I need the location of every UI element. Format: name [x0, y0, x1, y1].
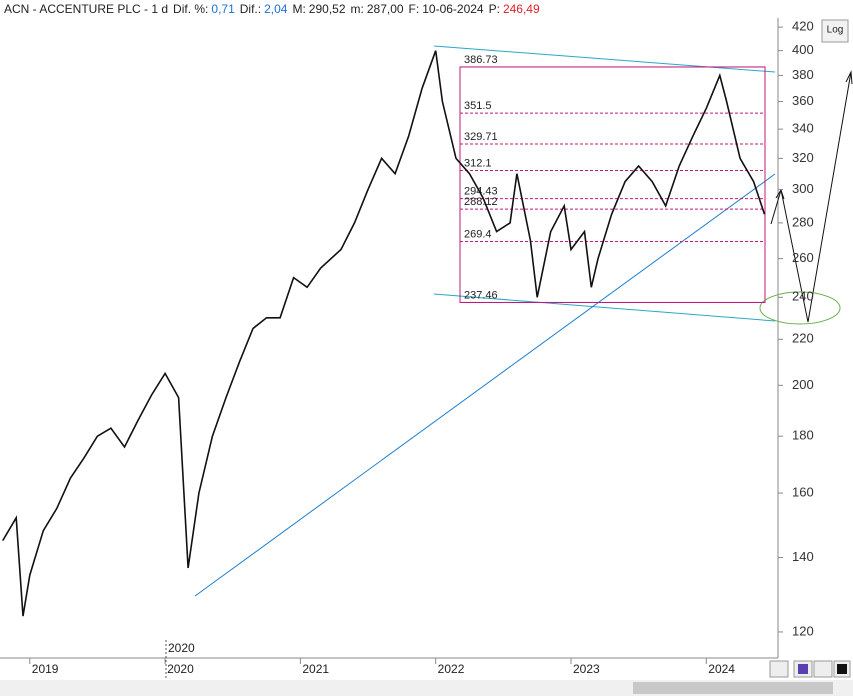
- highlight-ellipse: [759, 291, 841, 325]
- x-tick-label: 2019: [32, 662, 59, 676]
- stat-label: m:: [351, 2, 364, 16]
- save-icon: [798, 664, 808, 674]
- y-tick-label: 300: [792, 181, 814, 196]
- fib-label: 329.71: [464, 131, 498, 143]
- stat-label: M:: [292, 2, 305, 16]
- y-tick-label: 320: [792, 150, 814, 165]
- stat-label: Dif. %:: [173, 2, 208, 16]
- chart-title: ACN - ACCENTURE PLC - 1 d: [4, 2, 168, 16]
- projection-arrow: [770, 71, 852, 323]
- trend-line: [433, 293, 776, 322]
- y-tick-label: 400: [792, 42, 814, 57]
- fib-label: 312.1: [464, 157, 492, 169]
- x-tick-label: 2022: [438, 662, 465, 676]
- fib-label: 237.46: [464, 289, 498, 301]
- toolbar-button[interactable]: [813, 660, 833, 678]
- y-tick-label: 340: [792, 121, 814, 136]
- fib-label: 269.4: [464, 228, 492, 240]
- y-tick-label: 220: [792, 331, 814, 346]
- stat-label: Dif.:: [240, 2, 261, 16]
- stat-value: 246,49: [503, 2, 540, 16]
- y-tick-label: 160: [792, 485, 814, 500]
- log-button-label[interactable]: Log: [827, 25, 844, 36]
- y-tick-label: 380: [792, 67, 814, 82]
- fib-label: 386.73: [464, 54, 498, 66]
- period-marker: 2020: [168, 641, 195, 655]
- x-tick-label: 2023: [573, 662, 600, 676]
- scroll-thumb[interactable]: [633, 682, 833, 694]
- fib-label: 351.5: [464, 100, 492, 112]
- stat-value: 2,04: [264, 2, 288, 16]
- stat-label: P:: [489, 2, 500, 16]
- y-tick-label: 260: [792, 250, 814, 265]
- y-tick-label: 280: [792, 214, 814, 229]
- stat-value: 0,71: [211, 2, 235, 16]
- x-tick-label: 2021: [302, 662, 329, 676]
- y-tick-label: 360: [792, 93, 814, 108]
- y-tick-label: 240: [792, 289, 814, 304]
- y-tick-label: 200: [792, 377, 814, 392]
- header: ACN - ACCENTURE PLC - 1 d Dif. %: 0,71 Dif.…: [4, 2, 540, 16]
- trend-line: [433, 45, 776, 73]
- stat-value: 287,00: [367, 2, 404, 16]
- y-tick-label: 420: [792, 19, 814, 34]
- fib-label: 294.43: [464, 186, 498, 198]
- y-tick-label: 120: [792, 623, 814, 638]
- log-button[interactable]: [821, 19, 849, 43]
- stat-value: 10-06-2024: [422, 2, 484, 16]
- y-tick-label: 180: [792, 428, 814, 443]
- stat-value: 290,52: [309, 2, 346, 16]
- trend-line: [194, 173, 776, 597]
- stat-label: F:: [409, 2, 420, 16]
- toolbar-button[interactable]: [769, 660, 789, 678]
- x-tick-label: 2020: [167, 662, 194, 676]
- stop-icon: [837, 664, 847, 674]
- fib-label: 288.12: [464, 196, 498, 208]
- price-line: [2, 50, 766, 617]
- arrow-head: [845, 70, 853, 85]
- y-tick-label: 140: [792, 549, 814, 564]
- x-tick-label: 2024: [708, 662, 735, 676]
